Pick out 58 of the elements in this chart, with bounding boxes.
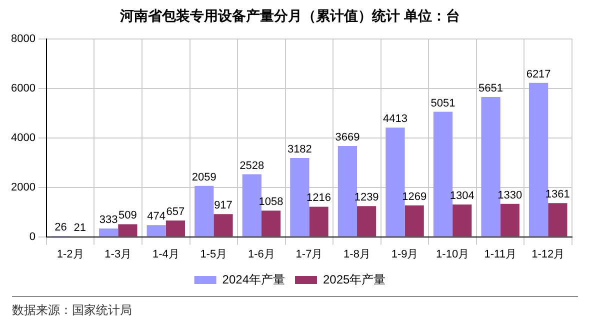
data-label: 21 <box>74 222 86 234</box>
data-label: 3669 <box>335 132 360 144</box>
data-label: 917 <box>214 200 232 212</box>
data-label: 333 <box>99 214 118 226</box>
x-tick-label: 1-2月 <box>56 248 84 260</box>
x-tick-label: 1-4月 <box>152 248 180 260</box>
chart-title: 河南省包装专用设备产量分月（累计值）统计 单位：台 <box>119 7 460 24</box>
data-label: 5651 <box>478 82 504 94</box>
bar <box>261 210 281 236</box>
y-tick-label: 4000 <box>10 132 36 144</box>
data-label: 4413 <box>382 113 408 126</box>
bar <box>309 206 328 236</box>
x-tick-label: 1-10月 <box>436 248 470 260</box>
x-tick-label: 1-8月 <box>344 248 370 260</box>
x-tick-label: 1-11月 <box>484 248 516 260</box>
x-tick-label: 1-7月 <box>296 248 323 260</box>
x-tick-label: 1-9月 <box>391 248 418 260</box>
y-tick-label: 6000 <box>10 82 36 94</box>
source-note: 数据来源：国家统计局 <box>12 303 132 317</box>
y-tick-label: 8000 <box>10 32 36 45</box>
bar <box>214 214 233 236</box>
data-label: 2059 <box>192 171 216 184</box>
data-label: 3182 <box>287 144 312 156</box>
data-label: 2528 <box>240 160 264 172</box>
bar <box>548 203 568 236</box>
legend-label: 2024年产量 <box>222 272 286 286</box>
data-label: 1239 <box>354 192 379 204</box>
data-label: 657 <box>166 206 185 218</box>
bar <box>404 205 424 236</box>
y-tick-label: 2000 <box>10 181 36 194</box>
bar <box>452 204 472 236</box>
data-label: 1216 <box>306 192 332 204</box>
x-tick-label: 1-5月 <box>200 248 228 260</box>
legend-label: 2025年产量 <box>323 272 386 286</box>
data-label: 509 <box>118 210 137 222</box>
x-tick-label: 1-6月 <box>248 248 275 260</box>
x-tick-label: 1-12月 <box>532 248 565 260</box>
bar <box>500 204 520 236</box>
data-label: 26 <box>54 222 67 234</box>
bar <box>166 220 186 236</box>
data-label: 1304 <box>450 190 474 202</box>
bar <box>118 224 138 236</box>
x-tick-label: 1-3月 <box>104 248 132 260</box>
data-label: 1361 <box>545 188 570 201</box>
bar <box>194 186 214 236</box>
data-label: 1058 <box>258 196 284 208</box>
data-label: 5051 <box>430 97 456 110</box>
bar <box>481 96 500 236</box>
data-label: 1330 <box>498 189 522 202</box>
bar <box>386 128 405 236</box>
bar <box>357 206 376 236</box>
data-label: 474 <box>147 210 166 223</box>
bar <box>242 174 262 236</box>
bar <box>146 225 166 236</box>
bar <box>99 228 118 236</box>
data-label: 1269 <box>402 190 427 203</box>
y-tick-label: 0 <box>29 230 36 243</box>
data-label: 6217 <box>526 68 551 80</box>
